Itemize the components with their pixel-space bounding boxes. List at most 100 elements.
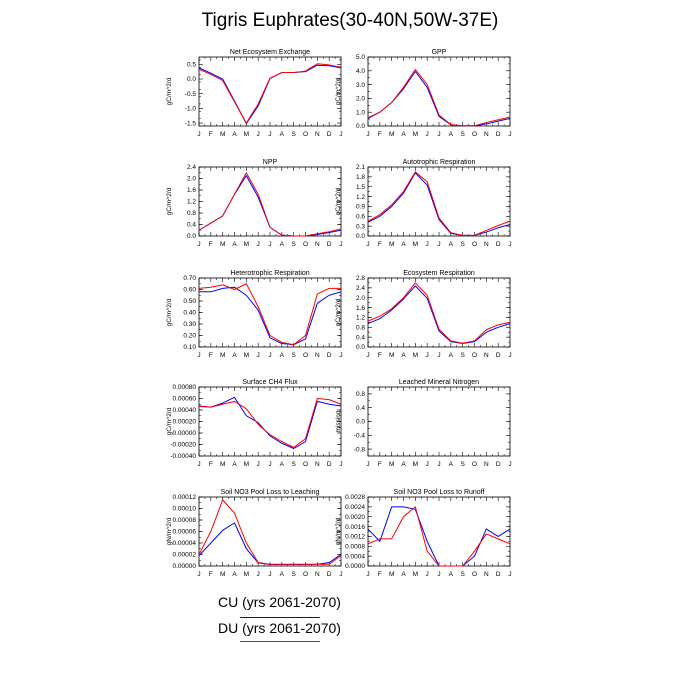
- x-tick-label: J: [437, 241, 440, 248]
- series-line-cu: [367, 70, 511, 127]
- panel-title: Autotrophic Respiration: [403, 159, 476, 166]
- y-tick-label: 0.4: [356, 334, 365, 341]
- series-line-cu: [367, 506, 511, 567]
- x-tick-label: S: [460, 352, 465, 359]
- y-tick-label: 0.40: [183, 310, 196, 317]
- x-tick-label: S: [291, 571, 296, 578]
- series-line-du: [198, 283, 341, 346]
- y-tick-label: 0.0: [187, 76, 196, 83]
- y-tick-label: 1.2: [187, 199, 196, 206]
- x-tick-label: D: [496, 241, 501, 248]
- y-tick-label: 0.0024: [345, 504, 365, 511]
- y-tick-label: 2.4: [356, 285, 365, 292]
- x-tick-label: O: [303, 461, 308, 468]
- x-tick-label: A: [449, 461, 454, 468]
- x-tick-label: M: [244, 352, 249, 359]
- x-tick-label: O: [303, 241, 308, 248]
- y-tick-label: 0.00012: [173, 494, 197, 501]
- x-tick-label: N: [315, 131, 320, 138]
- y-tick-label: 0.0004: [345, 553, 365, 560]
- x-tick-label: A: [401, 241, 406, 248]
- x-tick-label: M: [413, 241, 418, 248]
- x-tick-label: A: [449, 241, 454, 248]
- x-tick-label: J: [257, 241, 260, 248]
- x-tick-label: M: [413, 131, 418, 138]
- x-tick-label: M: [220, 461, 225, 468]
- panel-title: NPP: [263, 159, 278, 166]
- y-tick-label: 0.00020: [173, 419, 197, 426]
- y-tick-label: -0.5: [185, 91, 197, 98]
- x-tick-label: J: [508, 131, 511, 138]
- x-tick-label: J: [268, 352, 271, 359]
- x-tick-label: N: [484, 352, 489, 359]
- y-tick-label: 0.00004: [173, 540, 197, 547]
- y-tick-label: 0.8: [187, 210, 196, 217]
- y-tick-label: 1.2: [356, 315, 365, 322]
- x-tick-label: J: [197, 241, 200, 248]
- x-tick-label: J: [366, 131, 369, 138]
- x-tick-label: A: [232, 461, 237, 468]
- x-tick-label: J: [268, 131, 271, 138]
- x-tick-label: J: [197, 461, 200, 468]
- x-tick-label: D: [327, 352, 332, 359]
- y-tick-label: 2.8: [356, 275, 365, 282]
- y-tick-label: 1.6: [187, 187, 196, 194]
- y-tick-label: 3.0: [356, 82, 365, 89]
- x-tick-label: A: [232, 352, 237, 359]
- x-tick-label: N: [484, 571, 489, 578]
- y-tick-label: 1.0: [356, 109, 365, 116]
- x-tick-label: J: [426, 241, 429, 248]
- y-tick-label: 0.0: [356, 123, 365, 130]
- y-tick-label: 0.5: [187, 62, 196, 69]
- series-line-du: [367, 68, 511, 127]
- x-tick-label: D: [496, 571, 501, 578]
- x-tick-label: N: [315, 571, 320, 578]
- x-tick-label: A: [280, 131, 285, 138]
- x-tick-label: M: [389, 571, 394, 578]
- y-tick-label: 0.6: [356, 213, 365, 220]
- y-tick-label: 0.0: [356, 344, 365, 351]
- panel-title: Net Ecosystem Exchange: [230, 49, 310, 56]
- x-tick-label: A: [449, 571, 454, 578]
- y-tick-label: 0.0016: [345, 524, 365, 531]
- y-tick-label: 0.0028: [345, 494, 365, 501]
- series-line-du: [367, 171, 511, 236]
- y-tick-label: -0.4: [354, 433, 366, 440]
- x-tick-label: O: [303, 352, 308, 359]
- x-tick-label: M: [244, 131, 249, 138]
- y-axis-label: gC/m^2/d: [166, 298, 173, 326]
- x-tick-label: J: [426, 352, 429, 359]
- x-tick-label: F: [209, 241, 213, 248]
- x-tick-label: F: [209, 131, 213, 138]
- x-tick-label: A: [401, 352, 406, 359]
- y-tick-label: 0.0: [187, 233, 196, 240]
- series-line-du: [198, 63, 342, 124]
- x-tick-label: M: [220, 131, 225, 138]
- x-tick-label: J: [366, 352, 369, 359]
- x-tick-label: J: [426, 571, 429, 578]
- x-tick-label: J: [426, 461, 429, 468]
- x-tick-label: J: [437, 571, 440, 578]
- y-tick-label: 0.3: [356, 223, 365, 230]
- x-tick-label: J: [426, 131, 429, 138]
- y-tick-label: 0.9: [356, 204, 365, 211]
- y-tick-label: 0.0000: [345, 563, 365, 570]
- x-tick-label: J: [437, 131, 440, 138]
- x-tick-label: D: [496, 461, 501, 468]
- x-tick-label: S: [291, 131, 296, 138]
- x-tick-label: D: [327, 571, 332, 578]
- y-axis-label: gC/m^2/d: [166, 187, 173, 215]
- panel-title: Leached Mineral Nitrogen: [399, 379, 479, 386]
- y-tick-label: 0.4: [356, 405, 365, 412]
- x-tick-label: J: [366, 461, 369, 468]
- y-tick-label: 0.0012: [345, 534, 365, 541]
- y-axis-label: gN/m^2/d: [335, 517, 342, 545]
- series-line-du: [198, 499, 342, 565]
- y-tick-label: 4.0: [356, 68, 365, 75]
- x-tick-label: S: [460, 571, 465, 578]
- y-tick-label: 0.00080: [173, 384, 197, 391]
